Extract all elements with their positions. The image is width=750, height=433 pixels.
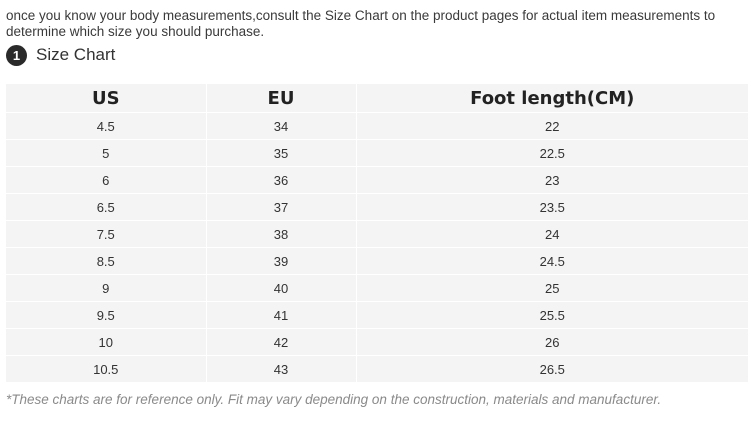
us-size-cell: 4.5 xyxy=(6,112,207,140)
reference-footnote: *These charts are for reference only. Fi… xyxy=(6,392,662,407)
intro-line-2: determine which size you should purchase… xyxy=(6,24,265,39)
foot-length-cell: 22.5 xyxy=(356,139,748,167)
foot-length-cell: 26.5 xyxy=(356,355,748,383)
intro-line-1: once you know your body measurements,con… xyxy=(6,8,716,23)
eu-size-cell: 34 xyxy=(206,112,357,140)
foot-length-cell: 22 xyxy=(356,112,748,140)
us-size-cell: 8.5 xyxy=(6,247,207,275)
intro-text: once you know your body measurements,con… xyxy=(6,8,750,40)
foot-length-cell: 23.5 xyxy=(356,193,748,221)
size-chart-table-container: US EU Foot length(CM) 4.5 34 22 5 35 22.5 6 36 2… xyxy=(6,84,748,383)
eu-size-cell: 39 xyxy=(206,247,357,275)
eu-size-cell: 36 xyxy=(206,166,357,194)
column-header-eu: EU xyxy=(206,84,357,113)
table-row: 10 42 26 xyxy=(6,328,748,356)
eu-size-cell: 38 xyxy=(206,220,357,248)
us-size-cell: 6 xyxy=(6,166,207,194)
us-size-cell: 10.5 xyxy=(6,355,207,383)
size-chart-table: US EU Foot length(CM) 4.5 34 22 5 35 22.5 6 36 2… xyxy=(6,84,748,383)
eu-size-cell: 42 xyxy=(206,328,357,356)
table-row: 9 40 25 xyxy=(6,274,748,302)
table-row: 7.5 38 24 xyxy=(6,220,748,248)
size-chart-heading: 1 Size Chart xyxy=(6,44,115,66)
eu-size-cell: 43 xyxy=(206,355,357,383)
foot-length-cell: 25.5 xyxy=(356,301,748,329)
foot-length-cell: 26 xyxy=(356,328,748,356)
foot-length-cell: 24 xyxy=(356,220,748,248)
table-header-row: US EU Foot length(CM) xyxy=(6,84,748,113)
us-size-cell: 9 xyxy=(6,274,207,302)
table-row: 5 35 22.5 xyxy=(6,139,748,167)
eu-size-cell: 40 xyxy=(206,274,357,302)
column-header-us: US xyxy=(6,84,207,113)
table-row: 4.5 34 22 xyxy=(6,112,748,140)
table-row: 8.5 39 24.5 xyxy=(6,247,748,275)
us-size-cell: 5 xyxy=(6,139,207,167)
foot-length-cell: 23 xyxy=(356,166,748,194)
us-size-cell: 9.5 xyxy=(6,301,207,329)
foot-length-cell: 24.5 xyxy=(356,247,748,275)
us-size-cell: 6.5 xyxy=(6,193,207,221)
eu-size-cell: 35 xyxy=(206,139,357,167)
us-size-cell: 7.5 xyxy=(6,220,207,248)
table-row: 9.5 41 25.5 xyxy=(6,301,748,329)
section-title: Size Chart xyxy=(36,45,116,64)
table-row: 6.5 37 23.5 xyxy=(6,193,748,221)
column-header-foot-length: Foot length(CM) xyxy=(356,84,748,113)
table-row: 6 36 23 xyxy=(6,166,748,194)
eu-size-cell: 37 xyxy=(206,193,357,221)
eu-size-cell: 41 xyxy=(206,301,357,329)
table-row: 10.5 43 26.5 xyxy=(6,355,748,383)
foot-length-cell: 25 xyxy=(356,274,748,302)
us-size-cell: 10 xyxy=(6,328,207,356)
step-number-badge: 1 xyxy=(6,44,27,66)
